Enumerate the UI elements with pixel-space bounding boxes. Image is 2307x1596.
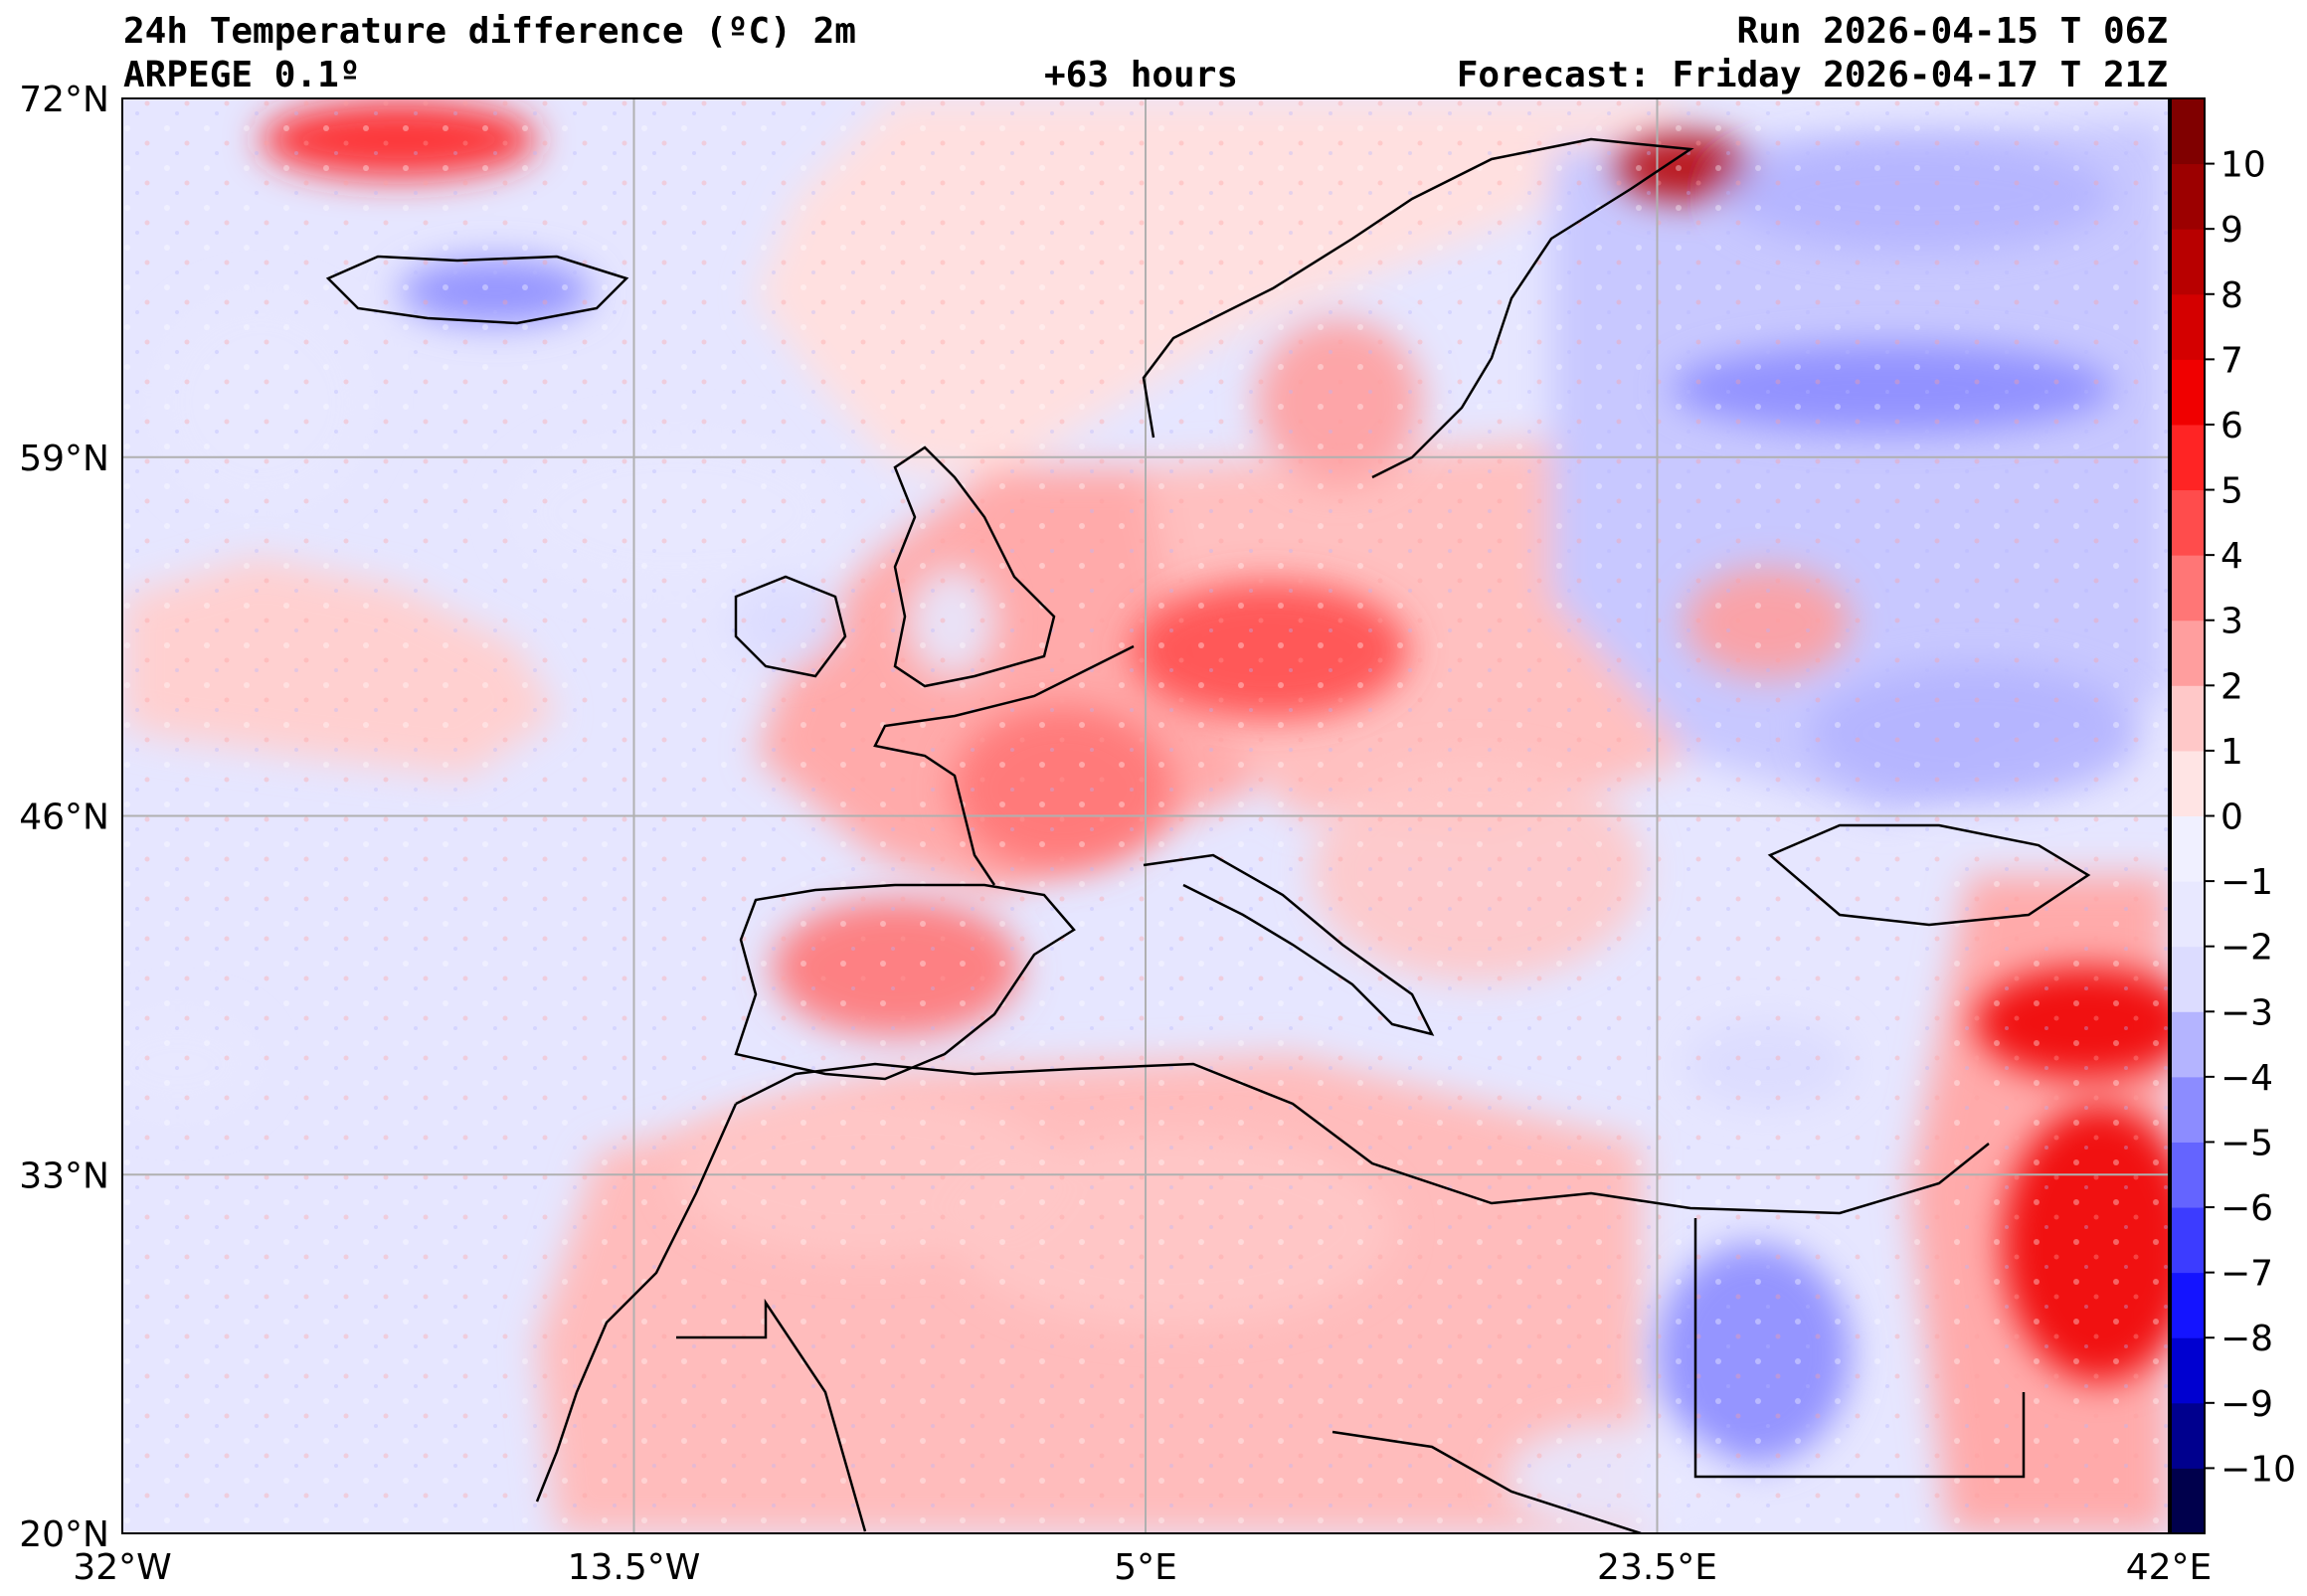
map-plot <box>122 98 2169 1533</box>
colorbar-tick-label: −10 <box>2220 1449 2296 1490</box>
colorbar-tick-label: 4 <box>2220 536 2243 577</box>
colorbar-tick-label: 10 <box>2220 145 2266 186</box>
lat-tick-label: 20°N <box>19 1514 109 1555</box>
colorbar-swatch <box>2171 1207 2205 1274</box>
colorbar-swatch <box>2171 229 2205 295</box>
lon-tick-label: 42°E <box>2126 1547 2213 1588</box>
colorbar-swatch <box>2171 1468 2205 1534</box>
west-africa-coast <box>535 1103 738 1503</box>
colorbar-tick-label: 3 <box>2220 602 2243 642</box>
colorbar-tick-label: 9 <box>2220 210 2243 251</box>
scandinavia-coast <box>1142 137 1694 479</box>
france-coast <box>873 644 1135 886</box>
lat-tick-label: 59°N <box>19 439 109 479</box>
forecast-time: Forecast: Friday 2026-04-17 T 21Z <box>1456 55 2168 95</box>
colorbar-tick-label: 5 <box>2220 471 2243 512</box>
colorbar-swatch <box>2171 98 2205 165</box>
colorbar-tick-label: −8 <box>2220 1319 2273 1359</box>
britain-coast <box>893 445 1056 688</box>
colorbar-tick-label: −9 <box>2220 1384 2273 1425</box>
colorbar-tick-label: −1 <box>2220 862 2273 903</box>
north-africa-coast <box>735 1062 1990 1215</box>
colorbar-tick-label: −4 <box>2220 1058 2273 1099</box>
colorbar-tick-label: −3 <box>2220 992 2273 1033</box>
lat-tick-label: 46°N <box>19 798 109 838</box>
italy-coast <box>1143 853 1435 1036</box>
lon-tick-label: 32°W <box>73 1547 171 1588</box>
colorbar-tick-label: 2 <box>2220 666 2243 707</box>
colorbar-swatch <box>2171 815 2205 882</box>
colorbar-tick-label: −6 <box>2220 1188 2273 1229</box>
colorbar-swatch <box>2171 555 2205 621</box>
lon-tick-label: 13.5°W <box>568 1547 701 1588</box>
colorbar-tick-label: 8 <box>2220 275 2243 316</box>
colorbar-swatch <box>2171 1076 2205 1143</box>
lon-tick-label: 23.5°E <box>1597 1547 1717 1588</box>
lat-tick-label: 33°N <box>19 1155 109 1196</box>
colorbar-tick-label: −5 <box>2220 1123 2273 1163</box>
model-name: ARPEGE 0.1º <box>123 55 361 95</box>
egypt-border <box>1693 1218 2026 1479</box>
lat-tick-label: 72°N <box>19 80 109 120</box>
colorbar-tick-label: 1 <box>2220 732 2243 773</box>
ireland-coast <box>734 575 847 678</box>
sahara-borders <box>676 1298 1642 1533</box>
colorbar-tick-label: 7 <box>2220 340 2243 381</box>
colorbar-swatch <box>2171 1272 2205 1338</box>
colorbar-swatch <box>2171 293 2205 360</box>
colorbar-swatch <box>2171 881 2205 948</box>
colorbar-swatch <box>2171 489 2205 556</box>
map-title: 24h Temperature difference (ºC) 2m <box>123 11 856 52</box>
iberia-coast <box>734 883 1076 1081</box>
lon-tick-label: 5°E <box>1114 1547 1177 1588</box>
colorbar-swatch <box>2171 1337 2205 1404</box>
colorbar-swatch <box>2171 163 2205 230</box>
colorbar-swatch <box>2171 685 2205 752</box>
colorbar-swatch <box>2171 359 2205 426</box>
colorbar-tick-label: 6 <box>2220 406 2243 446</box>
colorbar-swatch <box>2171 620 2205 686</box>
axis-labels: 32°W 13.5°W 5°E 23.5°E 42°E 72°N 59°N 46°N 33°N 2… <box>19 80 2212 1588</box>
lead-time: +63 hours <box>1044 55 1239 95</box>
colorbar-swatch <box>2171 1011 2205 1078</box>
colorbar-tick-label: 0 <box>2220 798 2243 838</box>
iceland-coast <box>325 255 629 325</box>
colorbar-swatch <box>2171 1142 2205 1208</box>
colorbar-swatch <box>2171 1402 2205 1469</box>
map-frame <box>121 97 2170 1534</box>
colorbar-tick-label: −2 <box>2220 928 2273 969</box>
coastlines <box>325 137 2091 1533</box>
colorbar-swatch <box>2171 424 2205 491</box>
colorbar-swatch <box>2171 946 2205 1012</box>
run-time: Run 2026-04-15 T 06Z <box>1736 11 2168 52</box>
colorbar-tick-label: −7 <box>2220 1254 2273 1295</box>
colorbar-swatch <box>2171 750 2205 816</box>
black-sea-coast <box>1767 823 2091 927</box>
